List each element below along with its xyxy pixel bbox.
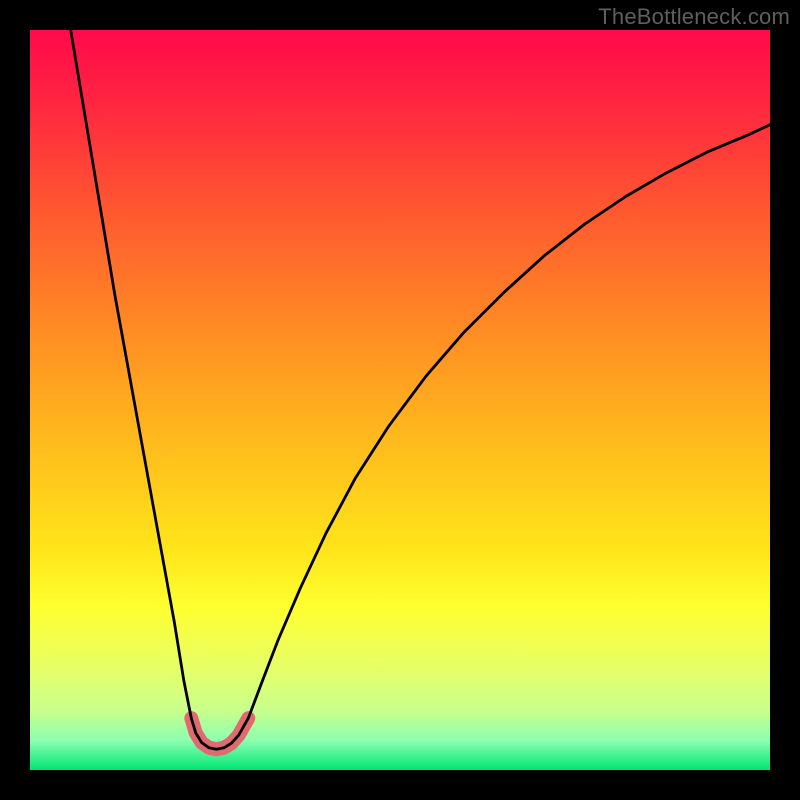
plot-area [30, 30, 770, 770]
watermark-text: TheBottleneck.com [598, 4, 790, 30]
